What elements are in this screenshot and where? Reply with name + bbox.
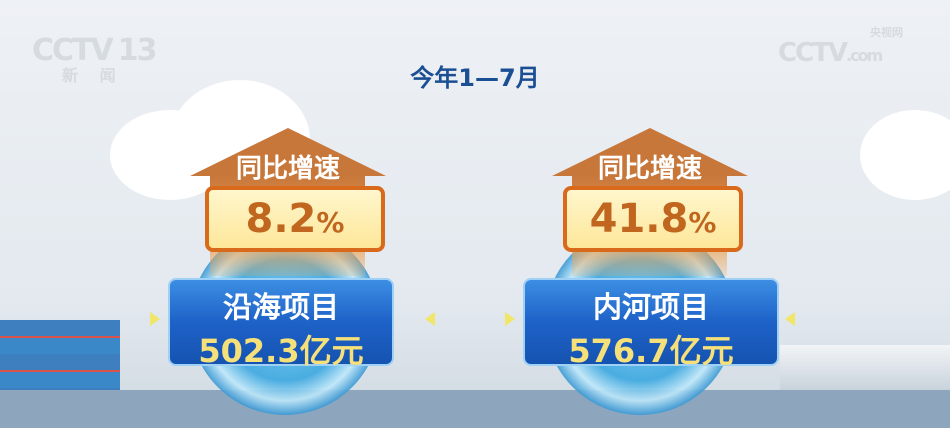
- coastal-project-banner: 沿海项目 502.3亿元: [168, 278, 394, 370]
- inland-river-project-banner: 内河项目 576.7亿元: [523, 278, 779, 370]
- dock: [0, 390, 950, 428]
- cctv-com-logo: 央视网 CCTV.com: [778, 26, 903, 68]
- growth-label: 同比增速: [597, 154, 702, 184]
- period-title: 今年1—7月: [410, 64, 540, 92]
- containers: [0, 320, 120, 390]
- up-arrow-icon: [552, 128, 748, 176]
- triangle-left: [150, 312, 160, 326]
- growth-box: 8.2%: [205, 186, 385, 252]
- growth-box: 41.8%: [563, 186, 743, 252]
- cctv13-logo: CCTV 13 新 闻: [32, 33, 157, 85]
- cloud: [860, 110, 950, 200]
- triangle-right: [785, 312, 795, 326]
- triangle-left: [505, 312, 515, 326]
- growth-label: 同比增速: [235, 154, 340, 184]
- ship: [780, 345, 950, 390]
- triangle-right: [425, 312, 435, 326]
- up-arrow-icon: [190, 128, 386, 176]
